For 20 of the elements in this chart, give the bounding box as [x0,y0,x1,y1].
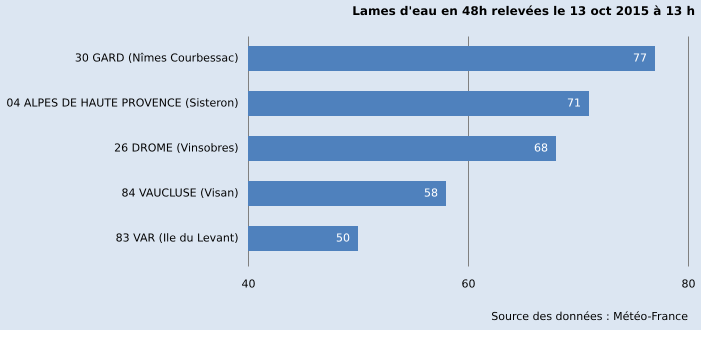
x-tick-label: 80 [682,278,696,290]
data-label: 71 [567,96,581,110]
y-tick-label: 84 VAUCLUSE (Visan) [122,186,238,200]
bar [248,181,446,206]
bar [248,226,358,251]
x-tick-label: 60 [462,278,476,290]
y-tick-label: 30 GARD (Nîmes Courbessac) [74,52,238,64]
data-label: 58 [424,186,438,200]
data-label: 50 [336,232,350,244]
y-tick-label: 04 ALPES DE HAUTE PROVENCE (Sisteron) [6,96,238,110]
data-label: 68 [534,142,548,154]
chart-title: Lames d'eau en 48h relevées le 13 oct 2015 à 13 h [352,4,695,18]
y-tick-label: 83 VAR (Ile du Levant) [116,232,238,244]
source-note: Source des données : Météo-France [491,310,688,323]
data-label: 77 [633,52,647,64]
x-tick-label: 40 [242,278,256,290]
bar [248,46,655,71]
bar [248,136,556,161]
y-tick-label: 26 DROME (Vinsobres) [114,142,238,154]
bar [248,91,589,116]
